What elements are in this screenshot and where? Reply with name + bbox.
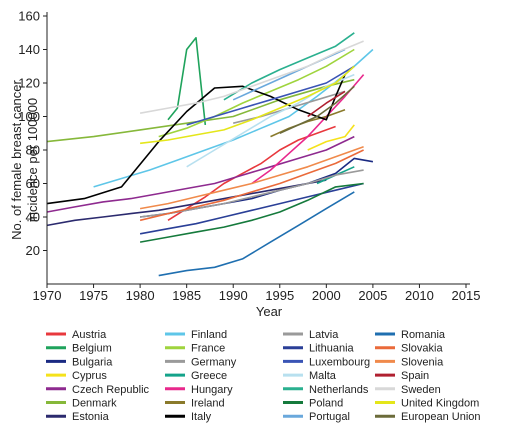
series-line-european-union: [279, 85, 355, 135]
series-line-cyprus: [307, 124, 355, 151]
legend-label-greece: Greece: [191, 370, 227, 382]
legend-label-romania: Romania: [401, 329, 446, 341]
legend-label-spain: Spain: [401, 370, 429, 382]
series-line-denmark: [46, 78, 355, 143]
series-line-romania: [158, 191, 355, 277]
series-line-luxembourg: [186, 65, 355, 126]
series-line-lithuania: [139, 182, 364, 235]
plot-series: [46, 32, 374, 277]
legend-label-germany: Germany: [191, 356, 237, 368]
legend-label-finland: Finland: [191, 329, 227, 341]
x-tick-label: 1980: [126, 288, 155, 303]
legend-label-united-kingdom: United Kingdom: [401, 398, 479, 410]
y-tick-label: 100: [18, 109, 40, 124]
series-line-netherlands: [223, 32, 355, 101]
legend-label-slovenia: Slovenia: [401, 356, 444, 368]
series-line-poland: [139, 182, 364, 243]
legend-label-cyprus: Cyprus: [72, 370, 107, 382]
legend-label-estonia: Estonia: [72, 411, 110, 423]
series-line-finland: [93, 48, 374, 188]
series-line-austria: [167, 125, 336, 221]
legend-label-latvia: Latvia: [309, 329, 339, 341]
legend-label-portugal: Portugal: [309, 411, 350, 423]
series-line-belgium: [167, 37, 207, 125]
legend-label-european-union: European Union: [401, 411, 481, 423]
legend-label-bulgaria: Bulgaria: [72, 356, 113, 368]
x-tick-label: 2015: [452, 288, 481, 303]
series-line-spain: [307, 90, 346, 118]
x-tick-label: 1995: [265, 288, 294, 303]
legend-label-lithuania: Lithuania: [309, 343, 355, 355]
legend-label-sweden: Sweden: [401, 384, 441, 396]
legend-label-belgium: Belgium: [72, 343, 112, 355]
x-tick-label: 2000: [312, 288, 341, 303]
legend-label-netherlands: Netherlands: [309, 384, 369, 396]
legend-label-austria: Austria: [72, 329, 107, 341]
legend-label-luxembourg: Luxembourg: [309, 356, 370, 368]
y-tick-label: 140: [18, 42, 40, 57]
y-tick-label: 120: [18, 76, 40, 91]
series-line-estonia: [46, 179, 327, 227]
y-tick-label: 80: [26, 143, 40, 158]
y-tick-label: 160: [18, 9, 40, 24]
legend-label-poland: Poland: [309, 398, 343, 410]
axes: 1970 1975 1980 1985 1990 1995 2000 2005 2010 2015…: [18, 9, 480, 304]
y-tick-label: 40: [26, 210, 40, 225]
series-line-slovakia: [139, 149, 364, 222]
y-axis-title-line-1: No. of female breast cancer: [9, 79, 24, 239]
legend-label-malta: Malta: [309, 370, 337, 382]
series-line-sweden: [139, 40, 364, 114]
x-tick-label: 1985: [172, 288, 201, 303]
x-axis-title: Year: [256, 304, 283, 319]
x-tick-label: 1970: [33, 288, 62, 303]
legend-label-italy: Italy: [191, 411, 212, 423]
y-tick-label: 20: [26, 243, 40, 258]
x-tick-label: 1990: [219, 288, 248, 303]
x-tick-label: 2005: [358, 288, 387, 303]
legend-label-slovakia: Slovakia: [401, 343, 443, 355]
series-line-czech-republic: [46, 135, 355, 213]
series-line-malta: [186, 73, 355, 168]
series-line-united-kingdom: [140, 65, 355, 145]
legend-label-czech-republic: Czech Republic: [72, 384, 150, 396]
legend-label-france: France: [191, 343, 225, 355]
y-tick-label: 60: [26, 176, 40, 191]
legend-label-denmark: Denmark: [72, 398, 117, 410]
legend-label-ireland: Ireland: [191, 398, 225, 410]
series-line-italy: [46, 74, 346, 205]
y-axis-title-line-2: incidence per 100000: [25, 98, 40, 222]
series-line-france: [158, 48, 355, 138]
series-line-bulgaria: [140, 157, 374, 218]
y-axis-title: No. of female breast cancer incidence pe…: [9, 79, 40, 239]
series-line-hungary: [251, 74, 365, 185]
series-line-slovenia: [139, 145, 364, 210]
legend-label-hungary: Hungary: [191, 384, 233, 396]
x-tick-label: 1975: [79, 288, 108, 303]
x-tick-label: 2010: [405, 288, 434, 303]
